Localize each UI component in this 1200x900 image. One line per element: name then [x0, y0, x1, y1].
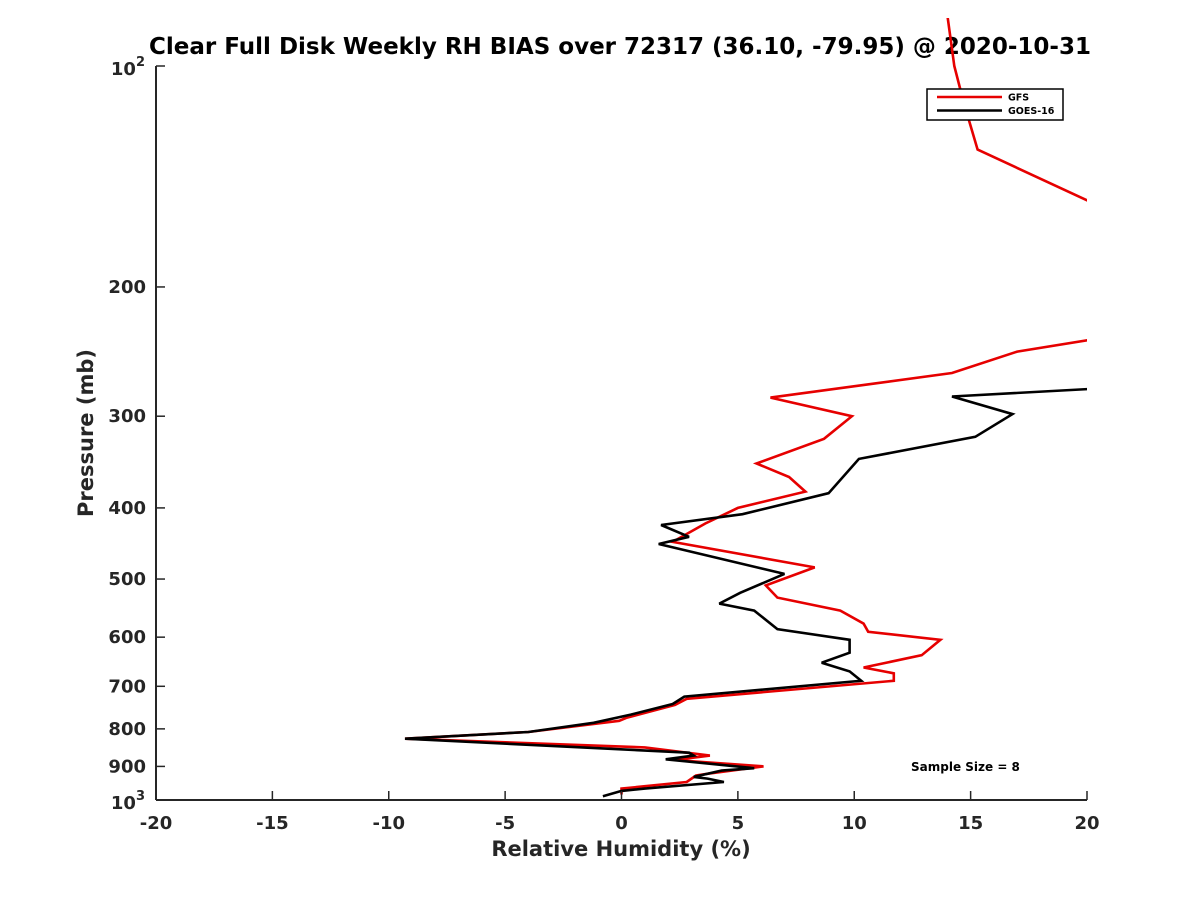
y-tick-label: 400 [108, 498, 146, 519]
sample-size-annotation: Sample Size = 8 [911, 760, 1020, 774]
y-axis-ticks: 102 200 300 400 500 600 700 800 900 103 [108, 55, 165, 814]
x-tick-label: -10 [372, 813, 405, 834]
y-tick-label: 500 [108, 569, 146, 590]
x-tick-label: -15 [256, 813, 289, 834]
series-line-gfs [404, 18, 1087, 795]
series-layer [404, 18, 1087, 798]
y-tick-label: 600 [108, 627, 146, 648]
y-tick-label: 800 [108, 719, 146, 740]
chart-title: Clear Full Disk Weekly RH BIAS over 7231… [149, 34, 1091, 60]
x-tick-label: 15 [958, 813, 983, 834]
x-axis-ticks: -20 -15 -10 -5 0 5 10 15 20 [140, 791, 1100, 834]
x-tick-label: 5 [732, 813, 745, 834]
y-tick-label: 900 [108, 756, 146, 777]
legend-box [926, 88, 1064, 121]
legend: GFS GOES-16 [926, 88, 1064, 121]
x-tick-label: 20 [1074, 813, 1099, 834]
x-tick-label: 10 [842, 813, 867, 834]
x-tick-label: -20 [140, 813, 173, 834]
y-tick-label: 700 [108, 676, 146, 697]
legend-label-goes16: GOES-16 [1008, 106, 1055, 117]
y-tick-label: 103 [111, 789, 145, 814]
y-tick-label: 102 [111, 55, 145, 80]
y-tick-label: 300 [108, 406, 146, 427]
y-axis-label: Pressure (mb) [74, 349, 98, 517]
y-tick-label: 200 [108, 277, 146, 298]
legend-label-gfs: GFS [1008, 93, 1029, 104]
x-axis-label: Relative Humidity (%) [491, 837, 750, 861]
x-tick-label: 0 [615, 813, 628, 834]
series-line-goes-16 [404, 387, 1087, 798]
x-tick-label: -5 [495, 813, 515, 834]
